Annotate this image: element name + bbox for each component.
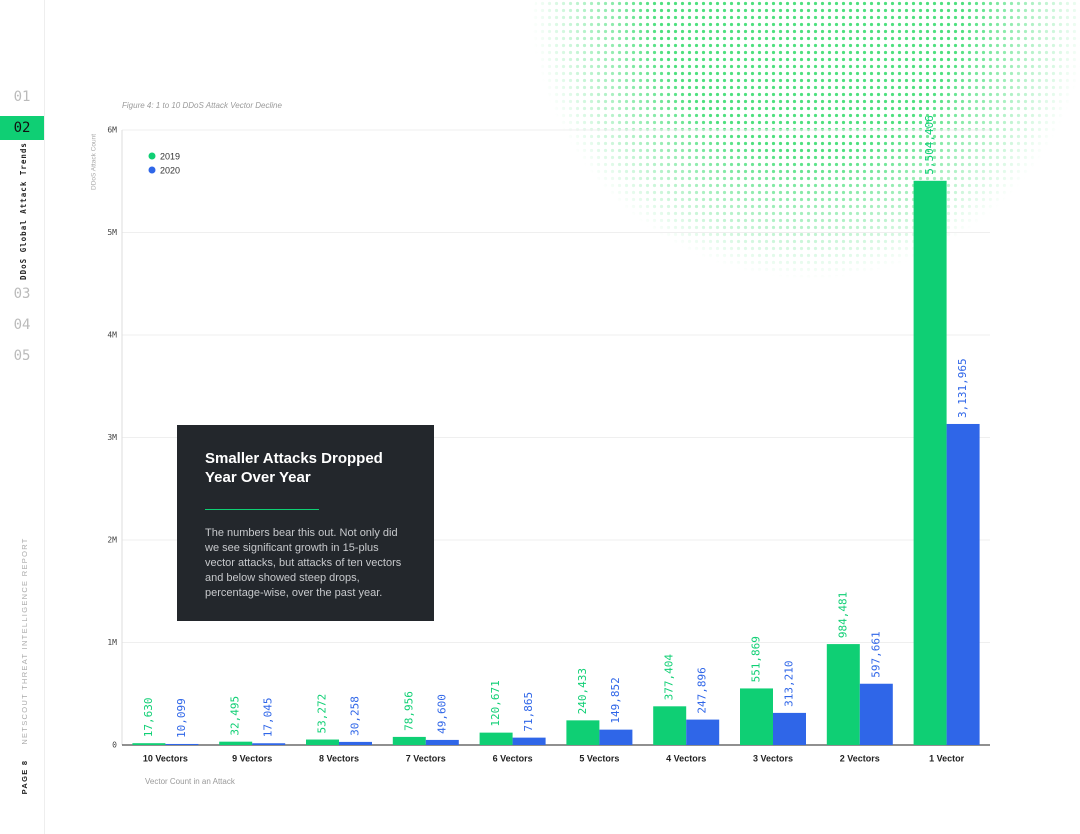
report-name: NETSCOUT THREAT INTELLIGENCE REPORT	[20, 537, 29, 744]
value-label: 32,495	[229, 696, 242, 736]
x-tick-label: 2 Vectors	[840, 753, 880, 763]
bar	[946, 423, 980, 745]
section-number: 02	[14, 120, 31, 136]
bar	[392, 736, 426, 745]
y-tick-label: 3M	[107, 433, 117, 442]
y-tick-label: 2M	[107, 536, 117, 545]
bar	[165, 743, 199, 745]
x-tick-label: 5 Vectors	[579, 753, 619, 763]
bar	[306, 739, 339, 745]
value-label: 17,045	[262, 698, 275, 738]
page-number: PAGE 8	[20, 760, 29, 795]
value-label: 240,433	[576, 668, 589, 714]
value-label: 17,630	[142, 697, 155, 737]
value-label: 149,852	[609, 677, 622, 723]
value-label: 5,504,406	[923, 115, 936, 175]
x-tick-label: 7 Vectors	[406, 753, 446, 763]
x-tick-label: 10 Vectors	[143, 753, 188, 763]
legend-swatch	[148, 152, 156, 160]
value-label: 10,099	[175, 698, 188, 738]
callout-rule	[205, 509, 319, 510]
active-section-bg	[0, 116, 44, 140]
x-axis-label: Vector Count in an Attack	[145, 777, 236, 786]
y-axis-label: DDoS Attack Count	[91, 134, 98, 190]
bar	[512, 737, 546, 745]
halftone-decoration	[530, 0, 1080, 340]
bar	[479, 732, 513, 745]
section-number: 03	[14, 286, 31, 302]
bar	[773, 712, 806, 745]
section-number: 04	[14, 317, 31, 333]
y-tick-label: 1M	[107, 638, 117, 647]
value-label: 120,671	[489, 680, 502, 726]
bar	[686, 719, 720, 745]
bar	[913, 180, 947, 745]
bar	[132, 743, 166, 745]
value-label: 984,481	[836, 592, 849, 638]
value-label: 71,865	[522, 692, 535, 732]
legend-label: 2019	[160, 151, 180, 161]
section-number: 05	[14, 348, 31, 364]
value-label: 313,210	[783, 661, 796, 707]
bar	[339, 741, 372, 745]
bar	[425, 739, 459, 745]
y-tick-label: 4M	[107, 331, 117, 340]
value-label: 30,258	[349, 696, 362, 736]
section-title: DDoS Global Attack Trends	[19, 142, 28, 280]
bar	[566, 720, 600, 745]
value-label: 53,272	[316, 694, 329, 734]
bar	[252, 743, 286, 745]
y-tick-label: 0	[112, 741, 117, 750]
value-label: 78,956	[402, 691, 415, 731]
bar	[826, 644, 860, 745]
legend-label: 2020	[160, 165, 180, 175]
value-label: 551,869	[750, 636, 763, 682]
chart-title: Figure 4: 1 to 10 DDoS Attack Vector Dec…	[122, 101, 282, 110]
value-label: 597,661	[869, 631, 882, 677]
bar	[859, 683, 893, 745]
value-label: 3,131,965	[956, 358, 969, 418]
x-tick-label: 6 Vectors	[493, 753, 533, 763]
value-label: 377,404	[663, 654, 676, 701]
callout-text: The numbers bear this out. Not only did …	[205, 527, 402, 599]
bar	[653, 706, 687, 745]
value-label: 247,896	[696, 667, 709, 713]
x-tick-label: 9 Vectors	[232, 753, 272, 763]
section-number: 01	[14, 89, 31, 105]
bar	[599, 729, 633, 745]
bar	[219, 741, 253, 745]
x-tick-label: 4 Vectors	[666, 753, 706, 763]
x-tick-label: 3 Vectors	[753, 753, 793, 763]
callout: Smaller Attacks Dropped Year Over Year T…	[177, 425, 434, 621]
x-tick-label: 8 Vectors	[319, 753, 359, 763]
bar	[740, 688, 773, 745]
legend-swatch	[148, 166, 156, 174]
value-label: 49,600	[435, 694, 448, 734]
callout-title: Smaller Attacks Dropped Year Over Year	[205, 450, 383, 486]
y-tick-label: 5M	[107, 228, 117, 237]
y-tick-label: 6M	[107, 126, 117, 135]
x-tick-label: 1 Vector	[929, 753, 965, 763]
